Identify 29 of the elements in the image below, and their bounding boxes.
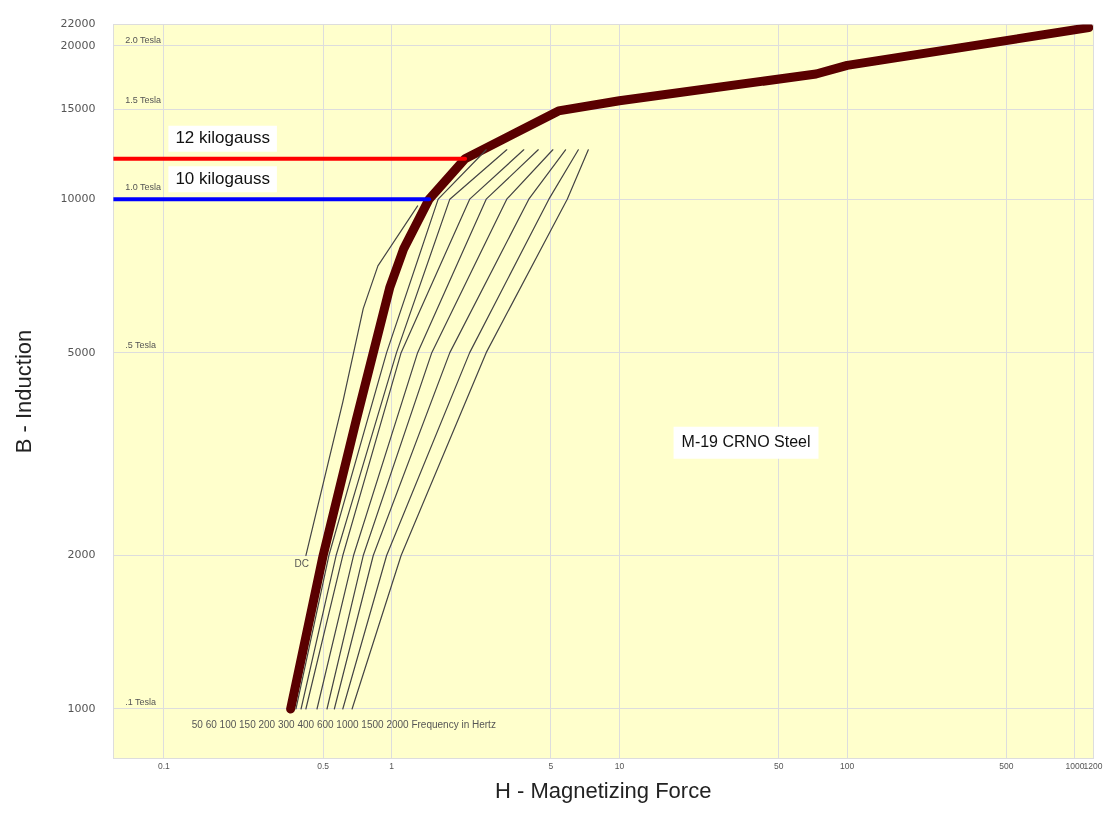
y-tick-label: 2000 (67, 548, 96, 562)
x-axis-title: H - Magnetizing Force (494, 777, 712, 803)
y-tick-label: 5000 (67, 345, 96, 359)
annotation: 1.5 Tesla (125, 95, 162, 106)
annotation: M-19 CRNO Steel (681, 433, 811, 451)
y-tick-label: 10000 (60, 192, 96, 206)
x-tick-label: 50 (773, 760, 784, 771)
x-tick-label: 10 (614, 760, 625, 771)
x-tick-label: 500 (999, 760, 1014, 771)
annotation: 2.0 Tesla (125, 35, 162, 46)
x-tick-label: 0.1 (158, 760, 171, 771)
annotation: 50 60 100 150 200 300 400 600 1000 1500 2000 Frequency in Hertz (191, 719, 496, 731)
x-tick-label: 1000 (1065, 760, 1085, 771)
x-tick-label: 0.5 (317, 760, 330, 771)
y-tick-label: 20000 (60, 38, 96, 52)
x-tick-label: 100 (840, 760, 855, 771)
annotation: DC (294, 557, 310, 569)
y-tick-label: 15000 (60, 102, 96, 116)
series-label: 12 kilogauss (175, 128, 270, 148)
annotation: .1 Tesla (125, 697, 157, 708)
y-tick-label: 1000 (67, 701, 96, 715)
series-label: 10 kilogauss (175, 168, 270, 188)
x-tick-label: 5 (548, 760, 554, 771)
y-tick-label: 22000 (60, 17, 96, 31)
annotation: .5 Tesla (125, 340, 157, 351)
x-tick-label: 1200 (1083, 760, 1103, 771)
y-axis-title: B - Induction (11, 329, 37, 454)
x-tick-label: 1 (389, 760, 395, 771)
annotation: 1.0 Tesla (125, 181, 162, 192)
